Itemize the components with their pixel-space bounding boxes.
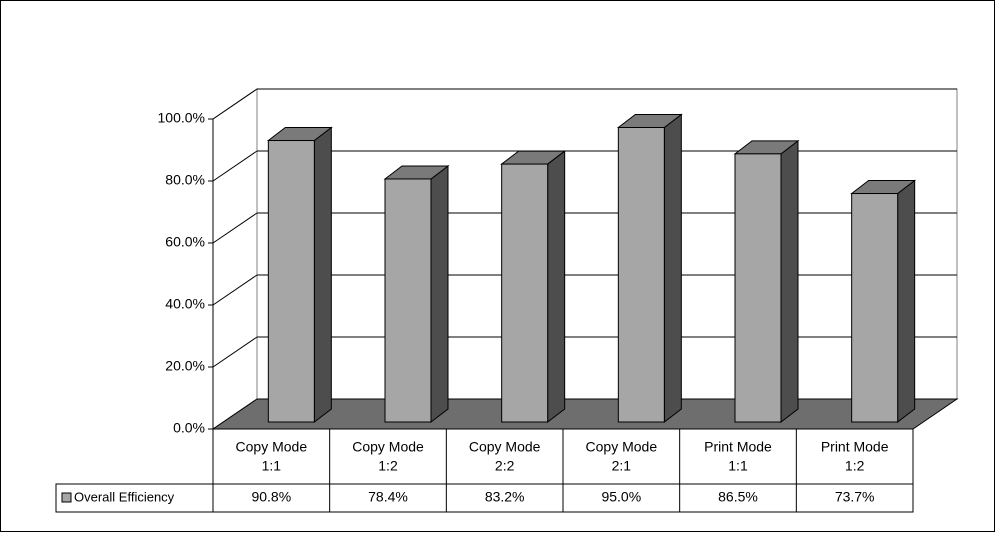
category-label: 1:1 <box>728 458 748 474</box>
category-label: Print Mode <box>821 439 889 455</box>
data-label: 86.5% <box>718 489 758 505</box>
category-label: 1:1 <box>262 458 282 474</box>
legend-label: Overall Efficiency <box>74 489 175 504</box>
data-label: 78.4% <box>368 489 408 505</box>
category-label: 1:2 <box>845 458 865 474</box>
data-label: 73.7% <box>835 489 875 505</box>
y-tick-label: 80.0% <box>165 172 205 188</box>
gridline-side <box>212 212 258 244</box>
data-label: 90.8% <box>251 489 291 505</box>
plot-area: 0.0% 20.0% 40.0% 60.0% 80.0% 100.0% <box>158 88 959 436</box>
bar-side <box>547 150 566 424</box>
category-label: 2:2 <box>495 458 515 474</box>
y-tick-label: 20.0% <box>165 358 205 374</box>
data-table: Copy Mode 1:1 Copy Mode 1:2 Copy Mode 2:2 Copy… <box>55 428 914 513</box>
y-tick-label: 40.0% <box>165 296 205 312</box>
y-tick-label: 100.0% <box>158 110 205 126</box>
y-tick-label: 0.0% <box>173 420 205 436</box>
gridline-side <box>212 336 258 368</box>
y-tick-label: 60.0% <box>165 234 205 250</box>
category-label: Copy Mode <box>236 439 308 455</box>
bar <box>267 140 315 423</box>
category-label: Print Mode <box>704 439 772 455</box>
gridline-side <box>212 150 258 182</box>
bar-side <box>897 179 916 424</box>
category-label: Copy Mode <box>352 439 424 455</box>
gridline-side <box>212 88 258 120</box>
bar <box>851 193 899 423</box>
legend-swatch <box>61 492 72 503</box>
bar <box>384 178 432 423</box>
side-wall <box>212 88 258 430</box>
data-label: 83.2% <box>485 489 525 505</box>
bar <box>734 153 782 423</box>
data-label: 95.0% <box>601 489 641 505</box>
category-label: 2:1 <box>612 458 632 474</box>
bar <box>617 127 665 423</box>
gridline-side <box>212 274 258 306</box>
category-label: Copy Mode <box>469 439 541 455</box>
bar-side <box>313 126 332 424</box>
category-label: Copy Mode <box>586 439 658 455</box>
bar-side <box>780 139 799 424</box>
bar-side <box>663 113 682 424</box>
bar <box>501 163 549 423</box>
category-label: 1:2 <box>378 458 398 474</box>
bar-side <box>430 164 449 424</box>
